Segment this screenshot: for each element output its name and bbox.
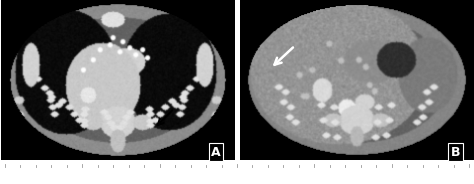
Text: B: B: [451, 146, 460, 159]
Text: A: A: [211, 146, 221, 159]
